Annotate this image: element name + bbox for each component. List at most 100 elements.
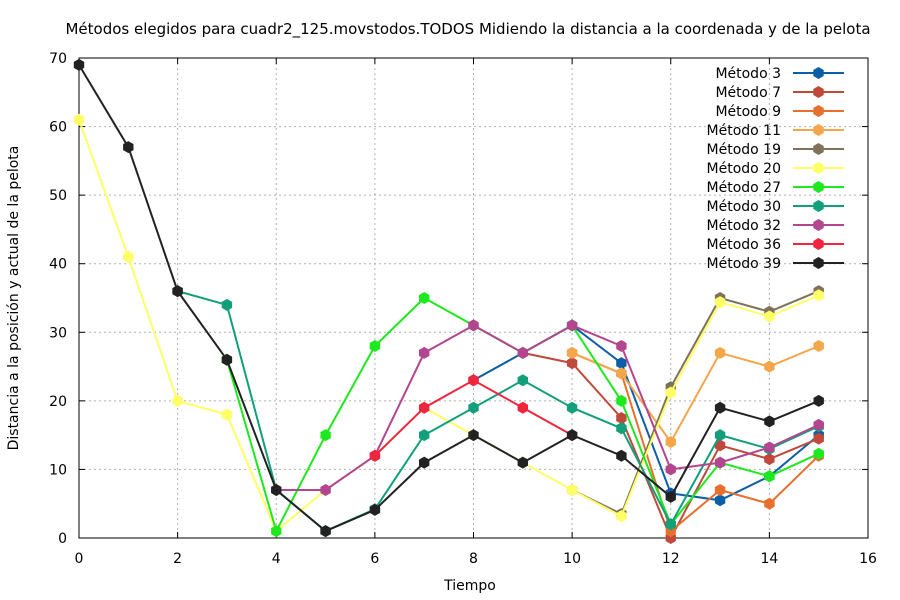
data-point bbox=[73, 58, 85, 71]
data-point bbox=[221, 353, 233, 366]
x-tick-label: 6 bbox=[370, 551, 379, 567]
series-line bbox=[571, 345, 820, 444]
series-line bbox=[78, 64, 820, 533]
x-tick-label: 4 bbox=[272, 551, 281, 567]
data-point bbox=[813, 447, 824, 460]
data-point bbox=[764, 470, 775, 483]
data-point bbox=[764, 415, 775, 428]
legend-item: Método 27 bbox=[707, 180, 844, 196]
data-point bbox=[665, 436, 676, 448]
data-point bbox=[813, 340, 824, 352]
data-point bbox=[566, 484, 578, 496]
data-point bbox=[271, 525, 282, 538]
data-point bbox=[517, 401, 528, 414]
legend-item: Método 11 bbox=[707, 123, 844, 139]
data-point bbox=[517, 374, 528, 387]
legend-label: Método 9 bbox=[715, 104, 781, 120]
legend-swatch-marker bbox=[813, 219, 824, 231]
data-point bbox=[764, 310, 775, 323]
data-point bbox=[714, 439, 726, 452]
y-tick-label: 0 bbox=[58, 531, 67, 547]
series-4 bbox=[566, 340, 824, 448]
y-tick-label: 20 bbox=[49, 394, 67, 410]
data-point bbox=[813, 289, 824, 302]
legend-item: Método 7 bbox=[715, 85, 844, 101]
legend-item: Método 9 bbox=[715, 104, 844, 120]
legend-label: Método 3 bbox=[715, 66, 781, 82]
y-tick-label: 10 bbox=[49, 462, 67, 478]
legend-item: Método 36 bbox=[707, 237, 844, 253]
legend-label: Método 19 bbox=[707, 142, 781, 158]
data-point bbox=[616, 394, 627, 407]
legend-swatch-marker bbox=[813, 162, 824, 174]
series-line bbox=[571, 290, 820, 516]
data-point bbox=[813, 432, 824, 445]
legend-item: Método 20 bbox=[707, 161, 844, 177]
data-point bbox=[764, 360, 775, 373]
data-point bbox=[123, 141, 134, 154]
data-point bbox=[616, 422, 627, 435]
y-tick-label: 50 bbox=[49, 188, 67, 204]
data-point bbox=[665, 490, 676, 503]
y-axis-label: Distancia a la posición y actual de la p… bbox=[6, 146, 22, 451]
legend-swatch-marker bbox=[813, 257, 824, 269]
data-point bbox=[566, 346, 578, 359]
data-point bbox=[616, 510, 627, 523]
legend-label: Método 32 bbox=[707, 218, 781, 234]
data-point bbox=[566, 357, 578, 370]
legend-label: Método 30 bbox=[707, 199, 781, 215]
y-tick-label: 40 bbox=[49, 257, 67, 273]
data-point bbox=[714, 484, 726, 496]
series-5 bbox=[566, 285, 824, 520]
x-tick-label: 10 bbox=[563, 551, 581, 567]
data-point bbox=[566, 429, 578, 442]
data-point bbox=[764, 497, 775, 510]
data-point bbox=[616, 357, 627, 370]
legend-label: Método 39 bbox=[707, 256, 781, 272]
data-point bbox=[419, 456, 430, 469]
y-tick-label: 60 bbox=[49, 120, 67, 136]
data-point bbox=[714, 296, 726, 309]
legend-label: Método 7 bbox=[715, 85, 781, 101]
legend-label: Método 20 bbox=[707, 161, 781, 177]
data-point bbox=[616, 412, 627, 424]
legend-item: Método 39 bbox=[707, 256, 844, 272]
series-layer bbox=[73, 58, 824, 544]
data-point bbox=[813, 394, 824, 407]
legend-label: Método 36 bbox=[707, 237, 782, 253]
data-point bbox=[665, 386, 676, 399]
data-point bbox=[764, 453, 775, 466]
legend-swatch-marker bbox=[813, 105, 824, 117]
data-point bbox=[320, 429, 331, 442]
data-point bbox=[566, 401, 578, 414]
y-tick-label: 70 bbox=[49, 51, 67, 67]
data-point bbox=[419, 429, 430, 442]
data-point bbox=[468, 319, 479, 332]
series-line bbox=[276, 324, 820, 491]
data-point bbox=[813, 418, 824, 431]
data-point bbox=[517, 346, 528, 359]
data-point bbox=[172, 394, 183, 407]
x-tick-label: 16 bbox=[859, 551, 877, 567]
data-point bbox=[221, 298, 233, 311]
data-point bbox=[468, 374, 479, 387]
x-tick-label: 8 bbox=[469, 551, 478, 567]
x-tick-label: 14 bbox=[760, 551, 778, 567]
legend-swatch-marker bbox=[813, 181, 824, 193]
x-axis: 0 2 4 6 8 10 12 14 16 bbox=[75, 58, 877, 567]
data-point bbox=[764, 441, 775, 454]
data-point bbox=[517, 456, 528, 469]
data-point bbox=[714, 456, 726, 469]
legend-label: Método 11 bbox=[707, 123, 781, 139]
legend-swatch-marker bbox=[813, 86, 824, 98]
data-point bbox=[419, 292, 430, 304]
chart-title: Métodos elegidos para cuadr2_125.movstod… bbox=[65, 20, 870, 39]
data-point bbox=[73, 113, 85, 126]
y-axis: 0 10 20 30 40 50 60 70 bbox=[49, 51, 868, 547]
y-tick-label: 30 bbox=[49, 325, 67, 341]
data-point bbox=[172, 285, 183, 298]
legend: Método 3 Método 7 Método 9 Método 11 Método … bbox=[707, 66, 844, 272]
data-point bbox=[221, 408, 233, 421]
data-point bbox=[468, 401, 479, 414]
